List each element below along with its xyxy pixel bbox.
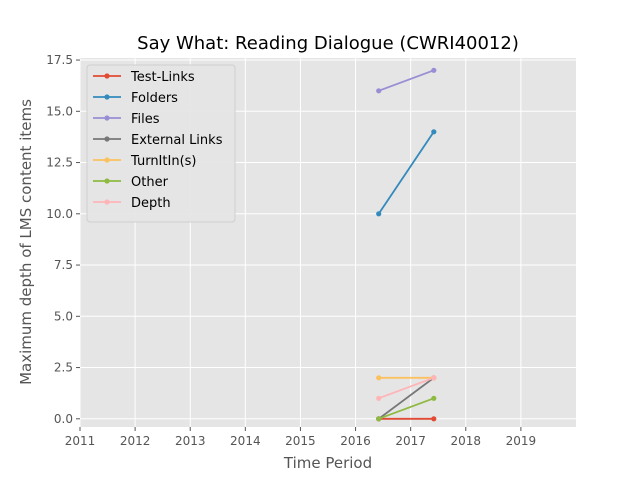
data-point-folders — [376, 211, 382, 217]
y-tick-label: 17.5 — [46, 53, 73, 67]
legend-marker-folders — [104, 94, 110, 100]
x-tick-label: 2015 — [285, 434, 316, 448]
legend-label-files: Files — [131, 112, 160, 127]
legend-marker-depth — [104, 199, 110, 205]
y-tick-label: 5.0 — [54, 309, 73, 323]
legend: Test-Links Folders Files External Links Turn… — [86, 64, 236, 223]
legend-marker-files — [104, 115, 110, 121]
legend-label-turnitin-s: TurnItIn(s) — [130, 154, 196, 169]
chart-title: Say What: Reading Dialogue (CWRI40012) — [137, 33, 519, 54]
data-point-other — [376, 416, 382, 422]
x-tick-label: 2016 — [340, 434, 371, 448]
legend-box — [86, 64, 236, 223]
data-point-test-links — [431, 416, 437, 422]
axis-ticks: 2011 2012 2013 2014 2015 2016 2017 2018 2019 0.0 2… — [46, 53, 536, 448]
series-line-folders — [377, 131, 435, 215]
y-axis-label: Maximum depth of LMS content items — [17, 99, 35, 385]
data-point-other — [431, 395, 437, 401]
legend-marker-turnitin-s — [104, 157, 110, 163]
series-line-depth — [378, 376, 435, 400]
legend-label-test-links: Test-Links — [130, 70, 195, 85]
x-tick-label: 2018 — [451, 434, 482, 448]
legend-marker-external-links — [104, 136, 110, 142]
x-tick-label: 2019 — [506, 434, 537, 448]
x-axis-label: Time Period — [283, 454, 372, 472]
x-tick-label: 2011 — [65, 434, 96, 448]
legend-label-external-links: External Links — [131, 133, 223, 148]
series-line-external-links — [378, 377, 435, 420]
legend-label-other: Other — [131, 175, 169, 190]
y-tick-label: 7.5 — [54, 258, 73, 272]
data-point-turnitin-s — [376, 375, 382, 381]
x-tick-label: 2017 — [395, 434, 426, 448]
y-tick-label: 2.5 — [54, 361, 73, 375]
data-point-folders — [431, 129, 437, 135]
x-tick-label: 2012 — [120, 434, 151, 448]
series-line-other — [378, 397, 435, 420]
series-line-files — [378, 69, 435, 92]
data-point-depth — [431, 375, 437, 381]
data-point-files — [376, 88, 382, 94]
legend-label-folders: Folders — [131, 91, 178, 106]
legend-marker-test-links — [104, 73, 110, 79]
legend-label-depth: Depth — [131, 196, 171, 211]
x-tick-label: 2013 — [175, 434, 206, 448]
x-tick-label: 2014 — [230, 434, 261, 448]
data-point-files — [431, 67, 437, 73]
y-tick-label: 0.0 — [54, 412, 73, 426]
y-tick-label: 15.0 — [46, 104, 73, 118]
y-tick-label: 12.5 — [46, 156, 73, 170]
legend-marker-other — [104, 178, 110, 184]
series-lines — [376, 67, 437, 422]
y-tick-label: 10.0 — [46, 207, 73, 221]
data-point-depth — [376, 395, 382, 401]
